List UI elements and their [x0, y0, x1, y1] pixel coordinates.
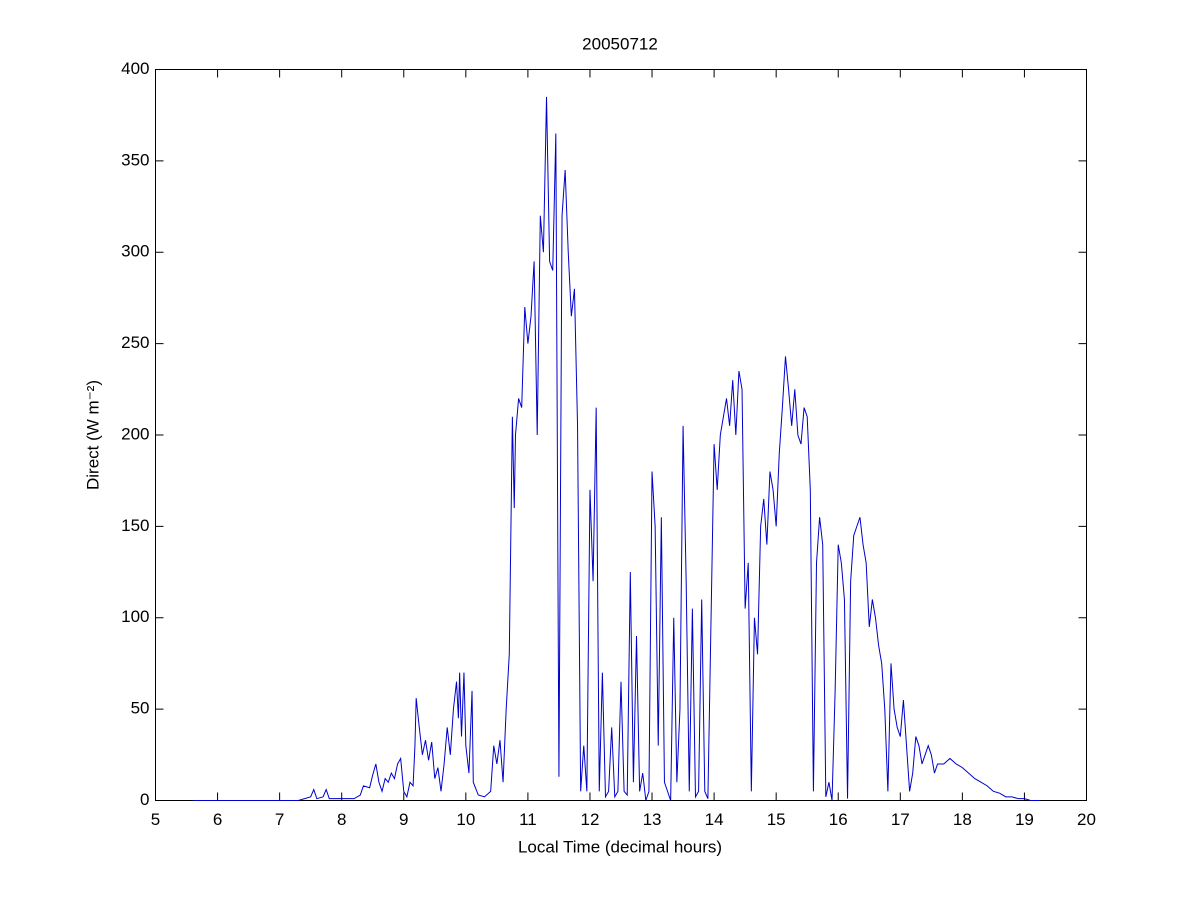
- x-tick-label: 19: [1015, 810, 1034, 829]
- x-tick-label: 7: [275, 810, 284, 829]
- x-tick-label: 8: [337, 810, 346, 829]
- y-tick-label: 50: [131, 699, 150, 718]
- x-tick-label: 17: [891, 810, 910, 829]
- x-tick-label: 14: [705, 810, 724, 829]
- x-tick-label: 18: [953, 810, 972, 829]
- x-tick-label: 13: [643, 810, 662, 829]
- y-tick-label: 250: [121, 333, 149, 352]
- x-tick-label: 10: [456, 810, 475, 829]
- x-tick-label: 16: [829, 810, 848, 829]
- y-tick-label: 0: [140, 790, 149, 809]
- y-tick-label: 200: [121, 424, 149, 443]
- y-tick-label: 400: [121, 59, 149, 78]
- y-tick-label: 100: [121, 607, 149, 626]
- x-tick-label: 11: [519, 810, 537, 829]
- x-tick-label: 15: [767, 810, 786, 829]
- x-tick-label: 6: [213, 810, 222, 829]
- y-axis-label: Direct (W m⁻²): [83, 380, 102, 490]
- y-tick-label: 350: [121, 150, 149, 169]
- x-tick-label: 12: [581, 810, 600, 829]
- chart-title: 20050712: [582, 34, 658, 53]
- y-tick-label: 300: [121, 242, 149, 261]
- x-axis-label: Local Time (decimal hours): [518, 837, 722, 856]
- data-line: [192, 96, 1040, 801]
- plot-frame: [155, 69, 1087, 801]
- x-tick-label: 20: [1077, 810, 1096, 829]
- x-tick-label: 9: [399, 810, 408, 829]
- x-tick-label: 5: [151, 810, 160, 829]
- y-tick-label: 150: [121, 516, 149, 535]
